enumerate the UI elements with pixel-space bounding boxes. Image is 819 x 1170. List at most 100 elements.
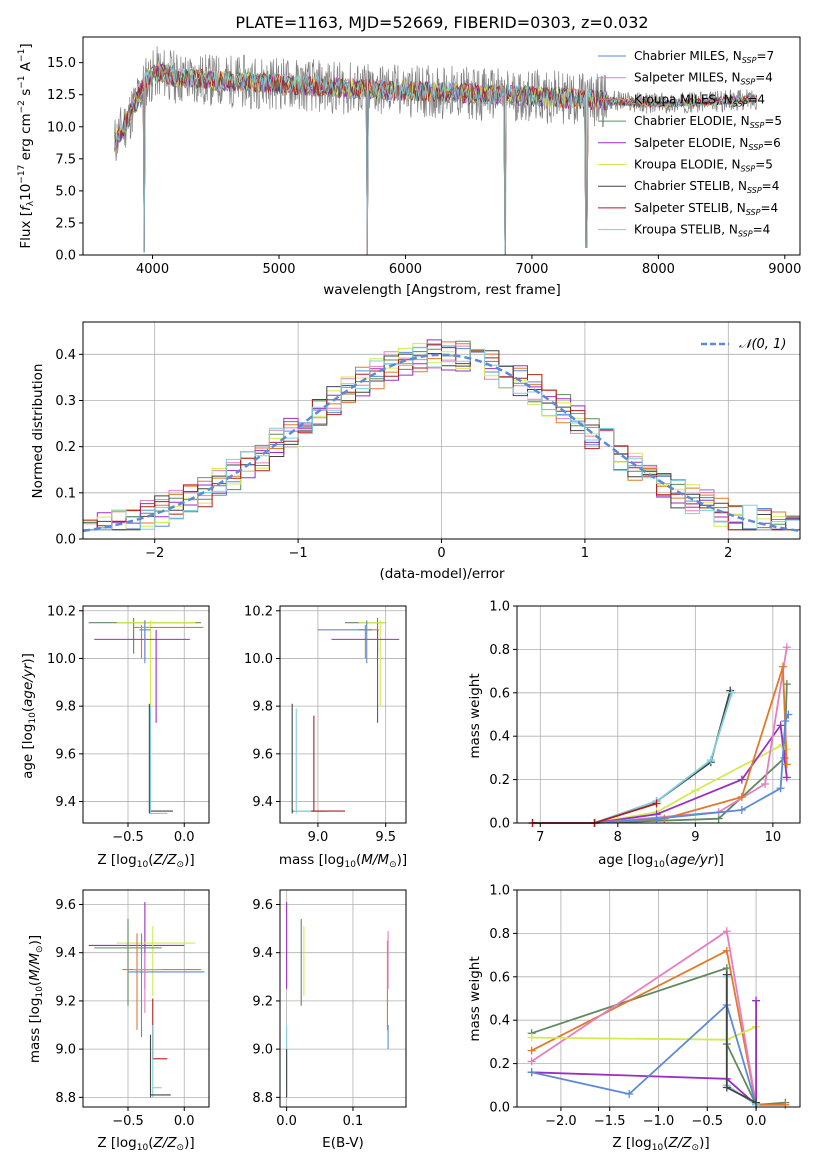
spectrum-ytick-label: 5.0 xyxy=(55,184,76,199)
massweight-vs-age-marker-salpeter_miles xyxy=(782,643,791,652)
legend-label-salpeter_stelib: Salpeter STELIB, NSSP=4 xyxy=(634,201,778,217)
massweight-vs-age-marker-chabrier_miles xyxy=(781,717,790,726)
massweight-vs-Z-marker-chabrier_miles xyxy=(527,1068,536,1077)
histogram-frame xyxy=(82,321,801,540)
age-vs-mass-frame xyxy=(279,605,407,824)
legend-label-salpeter_miles: Salpeter MILES, NSSP=4 xyxy=(634,71,773,87)
massweight-vs-Z-ytick-label: 0.4 xyxy=(489,1014,510,1029)
massweight-vs-Z-marker-kroupa_miles xyxy=(527,1046,536,1055)
mass-vs-ebv-frame xyxy=(279,889,407,1108)
massweight-vs-age-marker-chabrier_miles xyxy=(776,784,785,793)
mass-vs-ebv-ytick-label: 9.2 xyxy=(252,994,273,1009)
legend-label-kroupa_miles: Kroupa MILES, NSSP=4 xyxy=(634,92,765,108)
spectrum-ytick-label: 7.5 xyxy=(55,152,76,167)
age-vs-Z-panel: −0.5 0.0 9.4 9.6 9.8 10.0 10.2 xyxy=(47,604,210,845)
massweight-vs-Z-ytick-label: 0.2 xyxy=(489,1057,510,1072)
age-vs-mass-ytick-label: 10.2 xyxy=(244,604,273,619)
spectrum-xtick-label: 6000 xyxy=(389,262,422,277)
massweight-vs-age-marker-salpeter_miles xyxy=(761,779,770,788)
legend-label-salpeter_elodie: Salpeter ELODIE, NSSP=6 xyxy=(634,136,781,152)
massweight-vs-Z-xlabel: Z [log10(Z/Z⊙)] xyxy=(612,1135,709,1153)
mass-vs-ebv-ytick-label: 9.0 xyxy=(252,1043,273,1058)
spectrum-xtick-label: 7000 xyxy=(515,262,548,277)
massweight-vs-Z-ytick-label: 0.8 xyxy=(489,927,510,942)
massweight-vs-Z-ylabel: mass weight xyxy=(467,956,483,1041)
massweight-vs-age-marker-kroupa_elodie xyxy=(691,786,700,795)
mass-vs-Z-xtick-label: 0.0 xyxy=(174,1114,195,1129)
spectrum-legend: Chabrier MILES, NSSP=7 Salpeter MILES, NS… xyxy=(598,49,782,239)
histogram-ytick-label: 0.0 xyxy=(55,533,76,548)
mass-vs-Z-ylabel: mass [log10(M/M⊙)] xyxy=(27,935,45,1063)
massweight-vs-age-marker-kroupa_miles xyxy=(778,662,787,671)
age-vs-mass-ytick-label: 9.6 xyxy=(252,747,273,762)
massweight-vs-Z-marker-salpeter_miles xyxy=(527,1057,536,1066)
mass-vs-Z-ytick-label: 8.8 xyxy=(55,1091,76,1106)
massweight-vs-age-marker-chabrier_miles xyxy=(652,814,661,823)
spectrum-xtick-label: 8000 xyxy=(642,262,675,277)
massweight-vs-Z-xtick-label: 0.0 xyxy=(746,1114,767,1129)
histogram-xtick-label: −1 xyxy=(289,546,308,561)
spectrum-ytick-label: 0.0 xyxy=(55,249,76,264)
mass-vs-ebv-ytick-label: 8.8 xyxy=(252,1091,273,1106)
massweight-vs-Z-xtick-label: −1.0 xyxy=(643,1114,675,1129)
mass-vs-Z-panel: −0.5 0.0 8.8 9.0 9.2 9.4 9.6 xyxy=(55,889,210,1129)
legend-label-kroupa_elodie: Kroupa ELODIE, NSSP=5 xyxy=(634,158,773,174)
age-vs-Z-frame xyxy=(82,605,210,824)
age-vs-Z-ytick-label: 10.2 xyxy=(47,604,76,619)
massweight-vs-Z-ytick-label: 0.6 xyxy=(489,970,510,985)
massweight-vs-age-marker-kroupa_miles xyxy=(782,760,791,769)
histogram-plot-area xyxy=(82,339,801,533)
massweight-vs-Z-ytick-label: 1.0 xyxy=(489,884,510,899)
massweight-vs-age-marker-salpeter_elodie xyxy=(782,773,791,782)
massweight-vs-age-ytick-label: 1.0 xyxy=(489,600,510,615)
massweight-vs-age-xtick-label: 9 xyxy=(691,830,699,845)
spectrum-ytick-label: 12.5 xyxy=(47,88,76,103)
massweight-vs-Z-line-kroupa_miles xyxy=(531,949,786,1106)
mass-vs-ebv-xtick-label: 0.1 xyxy=(343,1114,364,1129)
age-vs-mass-ytick-label: 9.8 xyxy=(252,700,273,715)
massweight-vs-age-marker-kroupa_miles xyxy=(737,792,746,801)
age-vs-mass-xlabel: mass [log10(M/M⊙)] xyxy=(279,852,407,870)
massweight-vs-Z-xtick-label: −0.5 xyxy=(692,1114,724,1129)
massweight-vs-Z-xtick-label: −1.5 xyxy=(594,1114,626,1129)
figure-title: PLATE=1163, MJD=52669, FIBERID=0303, z=0… xyxy=(235,13,648,32)
age-vs-Z-xtick-label: 0.0 xyxy=(174,830,195,845)
age-vs-Z-ytick-label: 9.8 xyxy=(55,700,76,715)
massweight-vs-age-frame xyxy=(516,605,801,824)
massweight-vs-Z-marker-chabrier_stelib xyxy=(722,1083,731,1092)
spectrum-plot-area xyxy=(114,46,758,256)
massweight-vs-age-marker-kroupa_stelib xyxy=(727,688,736,697)
histogram-xtick-label: 1 xyxy=(581,546,589,561)
massweight-vs-Z-marker-salpeter_miles xyxy=(722,927,731,936)
age-vs-mass-xtick-label: 9.0 xyxy=(308,830,329,845)
age-vs-mass-xtick-label: 9.5 xyxy=(375,830,396,845)
massweight-vs-Z-line-chabrier_miles xyxy=(531,1003,757,1106)
mass-vs-ebv-ytick-label: 9.4 xyxy=(252,946,273,961)
massweight-vs-age-marker-salpeter_elodie xyxy=(776,721,785,730)
massweight-vs-age-ytick-label: 0.4 xyxy=(489,730,510,745)
age-vs-mass-panel: 9.0 9.5 9.4 9.6 9.8 10.0 10.2 xyxy=(244,604,407,845)
mass-vs-Z-ytick-label: 9.6 xyxy=(55,898,76,913)
age-vs-Z-ytick-label: 10.0 xyxy=(47,652,76,667)
massweight-vs-Z-marker-chabrier_stelib xyxy=(722,970,731,979)
spectrum-ytick-label: 2.5 xyxy=(55,216,76,231)
massweight-vs-Z-ytick-label: 0.0 xyxy=(489,1101,510,1116)
massweight-vs-age-marker-kroupa_stelib xyxy=(706,756,715,765)
mass-vs-ebv-ytick-label: 9.6 xyxy=(252,898,273,913)
mass-vs-Z-frame xyxy=(82,889,210,1108)
massweight-vs-Z-line-salpeter_elodie xyxy=(531,1000,757,1107)
massweight-vs-Z-marker-chabrier_miles xyxy=(625,1089,634,1098)
age-vs-Z-ytick-label: 9.6 xyxy=(55,747,76,762)
massweight-vs-age-marker-salpeter_elodie xyxy=(737,775,746,784)
massweight-vs-age-ytick-label: 0.6 xyxy=(489,686,510,701)
age-vs-Z-ytick-label: 9.4 xyxy=(55,795,76,810)
spectrum-xtick-label: 5000 xyxy=(262,262,295,277)
mass-vs-Z-xlabel: Z [log10(Z/Z⊙)] xyxy=(97,1135,194,1153)
histogram-steps-kroupa_stelib xyxy=(83,347,800,531)
spectrum-ylabel: Flux [fλ10−17 erg cm−2 s−1 A−1] xyxy=(17,43,36,248)
histogram-legend: 𝒩(0, 1) xyxy=(701,337,786,352)
massweight-vs-Z-frame xyxy=(516,889,801,1108)
massweight-vs-age-marker-chabrier_miles xyxy=(784,710,793,719)
legend-label-chabrier_miles: Chabrier MILES, NSSP=7 xyxy=(634,49,774,65)
massweight-vs-age-ytick-label: 0.8 xyxy=(489,643,510,658)
